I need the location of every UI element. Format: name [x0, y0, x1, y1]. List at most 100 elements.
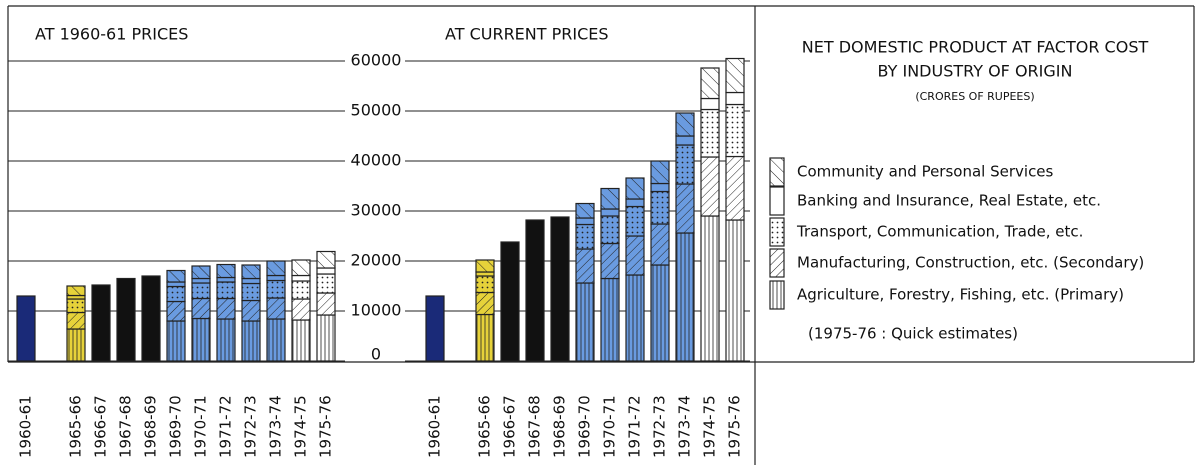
x-tick-label: 1966-67 [92, 395, 110, 458]
note: (1975-76 : Quick estimates) [808, 325, 1018, 343]
segment-pattern [167, 321, 185, 361]
x-tick-label: 1969-70 [167, 395, 185, 458]
bar-segment [650, 182, 670, 193]
x-tick-label: 1971-72 [217, 395, 235, 458]
segment-pattern [626, 178, 644, 199]
x-tick-label: 1973-74 [267, 395, 285, 458]
segment-pattern [726, 58, 744, 93]
segment-pattern [192, 318, 210, 361]
bar-segment [675, 135, 695, 146]
panel-title: AT 1960-61 PRICES [35, 25, 188, 44]
segment-pattern [217, 319, 235, 361]
legend-swatch-pattern [770, 249, 784, 277]
segment-pattern [67, 312, 85, 329]
segment-pattern [726, 220, 744, 361]
bar-segment [725, 91, 745, 106]
segment-pattern [476, 314, 494, 361]
segment-pattern [267, 280, 285, 298]
segment-pattern [701, 68, 719, 99]
x-tick-label: 1970-71 [192, 395, 210, 458]
x-tick-label: 1968-69 [142, 395, 160, 458]
segment-pattern [601, 278, 619, 361]
y-tick-label: 20000 [351, 251, 402, 270]
x-tick-label: 1960-61 [426, 395, 444, 458]
y-tick-label: 40000 [351, 151, 402, 170]
legend-swatch-pattern [770, 281, 784, 309]
x-tick-label: 1965-66 [476, 395, 494, 458]
segment-pattern [217, 264, 235, 278]
x-tick-label: 1975-76 [726, 395, 744, 458]
legend-label: Banking and Insurance, Real Estate, etc. [797, 192, 1101, 210]
segment-pattern [601, 243, 619, 279]
legend-title: BY INDUSTRY OF ORIGIN [878, 62, 1073, 81]
legend-label: Transport, Communication, Trade, etc. [796, 223, 1083, 241]
bar-segment [216, 276, 236, 283]
segment-pattern [601, 216, 619, 244]
segment-pattern [192, 298, 210, 319]
segment-pattern [576, 224, 594, 249]
x-tick-label: 1972-73 [651, 395, 669, 458]
segment-pattern [601, 188, 619, 209]
y-tick-label: 60000 [351, 51, 402, 70]
segment-pattern [242, 283, 260, 301]
segment-pattern [192, 283, 210, 299]
segment-pattern [242, 265, 260, 279]
segment-pattern [726, 156, 744, 220]
segment-pattern [651, 191, 669, 224]
segment-pattern [701, 109, 719, 157]
bar [525, 219, 545, 362]
x-tick-label: 1967-68 [526, 395, 544, 458]
segment-pattern [267, 298, 285, 319]
frame [7, 5, 1195, 465]
y-tick-label: 50000 [351, 101, 402, 120]
bar-segment [266, 274, 286, 282]
segment-pattern [217, 282, 235, 299]
segment-pattern [476, 276, 494, 293]
segment-pattern [626, 275, 644, 361]
segment-pattern [67, 286, 85, 296]
segment-pattern [167, 286, 185, 302]
bar [16, 295, 36, 362]
bar [91, 284, 111, 362]
segment-pattern [576, 203, 594, 218]
x-tick-label: 1972-73 [242, 395, 260, 458]
segment-pattern [317, 274, 335, 293]
x-tick-label: 1969-70 [576, 395, 594, 458]
legend-subtitle: (CRORES OF RUPEES) [915, 90, 1034, 103]
segment-pattern [292, 320, 310, 361]
x-tick-label: 1970-71 [601, 395, 619, 458]
segment-pattern [267, 319, 285, 361]
legend-label: Agriculture, Forestry, Fishing, etc. (Pr… [797, 286, 1124, 304]
segment-pattern [651, 161, 669, 184]
y-tick-label: 30000 [351, 201, 402, 220]
segment-pattern [676, 113, 694, 136]
bar [550, 216, 570, 362]
bar-segment [600, 208, 620, 217]
segment-pattern [576, 249, 594, 283]
segment-pattern [242, 321, 260, 361]
bar-segment [316, 267, 336, 275]
x-tick-label: 1965-66 [67, 395, 85, 458]
segment-pattern [651, 265, 669, 361]
segment-pattern [676, 233, 694, 361]
segment-pattern [676, 184, 694, 233]
bar-segment [475, 271, 495, 277]
x-tick-label: 1974-75 [701, 395, 719, 458]
bar-segment [191, 277, 211, 284]
segment-pattern [292, 299, 310, 320]
segment-pattern [292, 281, 310, 299]
legend-label: Manufacturing, Construction, etc. (Secon… [797, 254, 1144, 272]
bar [116, 277, 136, 362]
segment-pattern [476, 292, 494, 315]
legend-swatch-pattern [770, 218, 784, 246]
x-tick-label: 1968-69 [551, 395, 569, 458]
x-tick-label: 1973-74 [676, 395, 694, 458]
segment-pattern [626, 236, 644, 275]
y-tick-label: 10000 [351, 301, 402, 320]
bar [141, 275, 161, 362]
bar-segment [575, 217, 595, 226]
bar-segment [625, 198, 645, 208]
x-tick-label: 1960-61 [17, 395, 35, 458]
legend-swatch [769, 186, 785, 216]
